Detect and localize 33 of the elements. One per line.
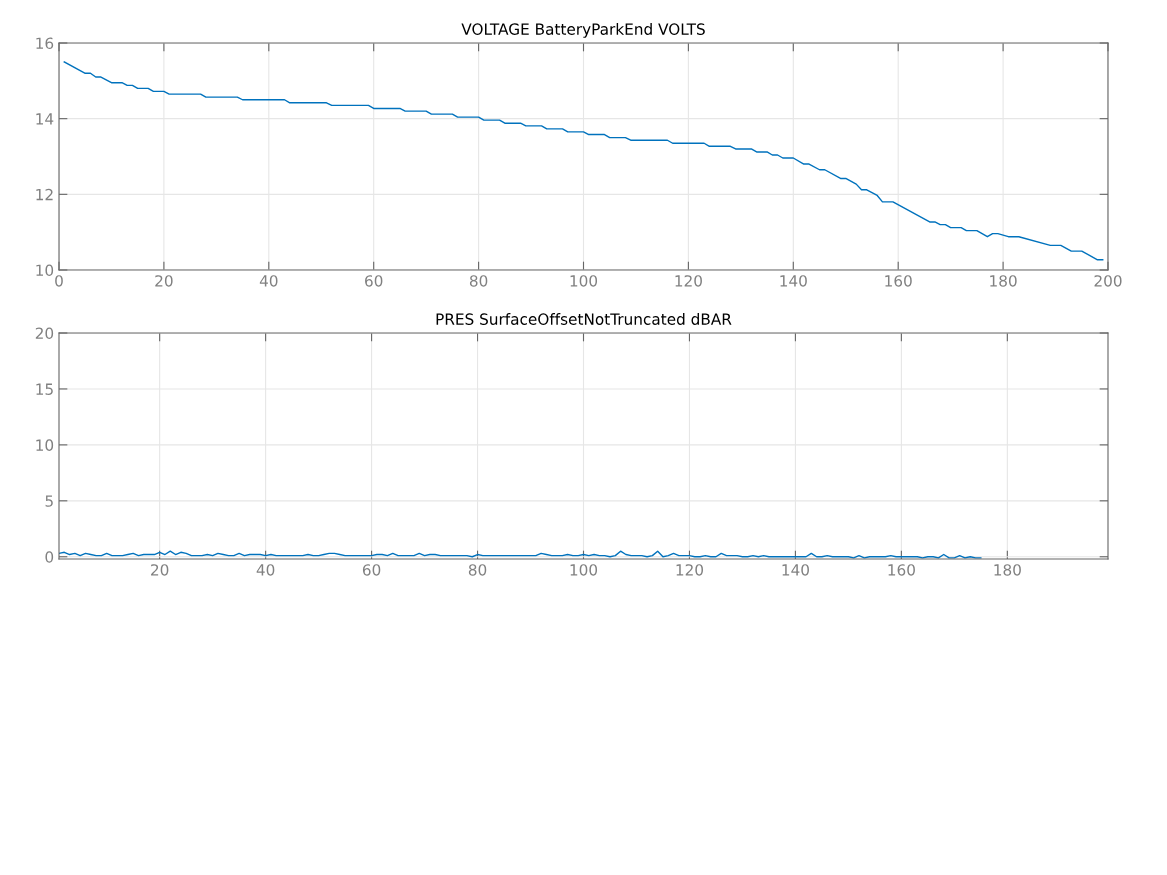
x-tick-label: 120 xyxy=(675,275,702,287)
y-tick-label: 14 xyxy=(36,113,54,125)
x-tick-label: 20 xyxy=(151,564,169,576)
x-tick-label: 180 xyxy=(994,564,1021,576)
x-tick-label: 160 xyxy=(888,564,915,576)
y-tick-label: 0 xyxy=(45,551,54,563)
y-tick-label: 12 xyxy=(36,188,53,201)
x-tick-label: 140 xyxy=(780,275,807,287)
x-tick-label: 100 xyxy=(570,564,598,576)
y-tick-label: 15 xyxy=(36,383,53,395)
y-tick-label: 20 xyxy=(35,327,54,340)
y-tick-label: 10 xyxy=(36,439,54,451)
x-tick-label: 200 xyxy=(1094,275,1122,287)
x-tick-label: 60 xyxy=(362,564,381,576)
x-tick-label: 80 xyxy=(468,564,487,576)
line-series xyxy=(59,550,982,559)
chart-title: PRES SurfaceOffsetNotTruncated dBAR xyxy=(436,313,732,325)
x-tick-label: 180 xyxy=(990,275,1017,287)
x-tick-label: 0 xyxy=(55,275,63,287)
x-tick-label: 80 xyxy=(469,275,488,287)
x-tick-label: 40 xyxy=(256,564,275,576)
line-series xyxy=(63,61,1104,261)
chart-title: VOLTAGE BatteryParkEnd VOLTS xyxy=(461,23,705,38)
y-tick-label: 16 xyxy=(36,37,54,50)
x-tick-label: 140 xyxy=(782,564,809,576)
x-tick-label: 20 xyxy=(155,275,173,287)
x-tick-label: 160 xyxy=(885,275,912,287)
y-tick-label: 5 xyxy=(45,495,53,507)
x-tick-label: 120 xyxy=(676,564,704,576)
x-tick-label: 40 xyxy=(259,275,278,287)
x-tick-label: 100 xyxy=(570,275,598,287)
x-tick-label: 60 xyxy=(365,275,383,287)
y-tick-label: 10 xyxy=(36,264,54,277)
